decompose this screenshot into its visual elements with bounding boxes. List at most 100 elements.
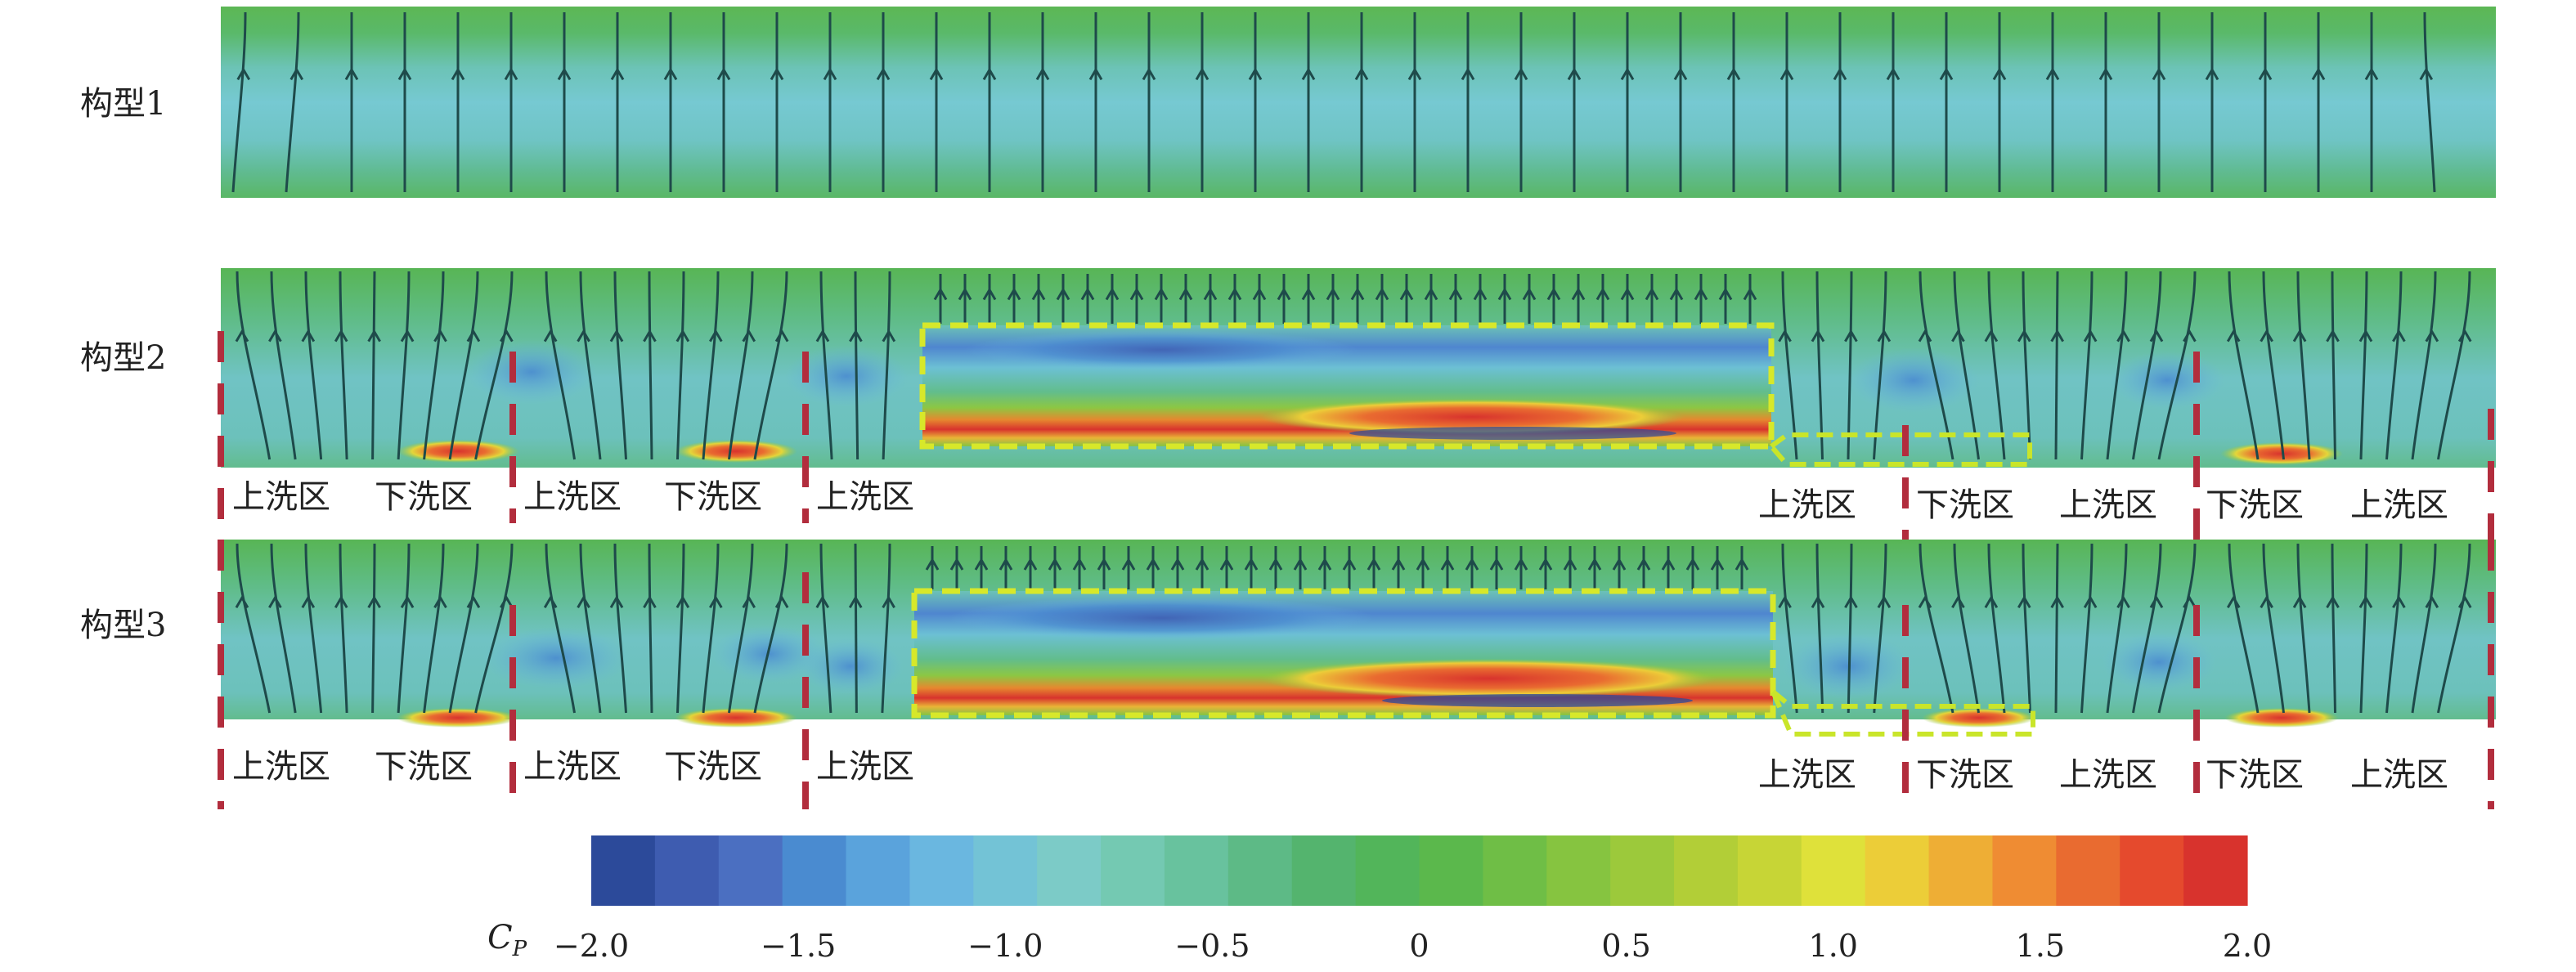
streamline — [2080, 543, 2094, 714]
streamline-arrow — [1007, 287, 1021, 301]
streamline-arrow — [1072, 557, 1087, 571]
streamline-arrow — [1514, 67, 1528, 81]
streamline-arrow — [933, 287, 948, 301]
streamline — [371, 271, 376, 460]
streamline-arrow — [268, 595, 282, 608]
streamline — [236, 271, 272, 460]
colorbar-tick-label: 0 — [1409, 928, 1429, 964]
streamline-arrow — [466, 595, 481, 608]
streamline-arrow — [2326, 595, 2340, 608]
colorbar-segment — [1674, 835, 1739, 906]
streamline-arrow — [500, 595, 514, 608]
streamline — [423, 543, 445, 714]
colorbar-segment — [1737, 835, 1802, 906]
streamline-arrow — [1673, 67, 1688, 81]
streamline-arrow — [1203, 287, 1218, 301]
streamline — [753, 543, 788, 714]
streamline — [2157, 543, 2197, 714]
streamline-arrow — [1048, 557, 1062, 571]
streamline-arrow — [1546, 287, 1561, 301]
zone-label: 上洗区 — [2059, 756, 2157, 794]
streamline-arrow — [543, 595, 558, 608]
streamline-arrow — [268, 329, 282, 343]
streamline-arrow — [1293, 557, 1308, 571]
streamline-arrow — [1301, 287, 1316, 301]
zone-label: 上洗区 — [2059, 486, 2157, 524]
streamline-arrow — [1984, 329, 1999, 343]
streamline — [676, 543, 685, 714]
streamline-arrow — [301, 329, 316, 343]
streamline-arrow — [1571, 287, 1586, 301]
colorbar-segment — [591, 835, 656, 906]
streamline-arrow — [1399, 287, 1414, 301]
streamline-arrow — [1886, 67, 1901, 81]
streamline-arrow — [1088, 67, 1103, 81]
streamline-arrow — [577, 595, 590, 608]
streamline-arrow — [2149, 595, 2164, 608]
zone-label: 上洗区 — [1758, 486, 1856, 524]
colorbar-segment — [909, 835, 974, 906]
streamline-arrow — [504, 67, 518, 81]
streamline-arrow — [2152, 67, 2166, 81]
streamline-arrow — [1778, 329, 1792, 343]
dividers-config-2 — [218, 331, 2494, 540]
streamline — [2359, 271, 2368, 460]
streamline-arrow — [1779, 67, 1794, 81]
streamline — [304, 271, 323, 460]
zone-label: 下洗区 — [2206, 486, 2304, 524]
streamline-arrow — [2149, 329, 2164, 343]
streamline-arrow — [1567, 67, 1582, 81]
streamline — [2106, 271, 2128, 460]
streamline-arrow — [643, 329, 657, 343]
streamline-arrow — [577, 329, 590, 343]
streamline-arrow — [2116, 329, 2130, 343]
streamline-arrow — [1354, 67, 1369, 81]
streamline-arrow — [2292, 329, 2307, 343]
streamline-arrow — [1811, 595, 1825, 608]
streamline — [2054, 271, 2059, 460]
streamline — [2296, 543, 2311, 714]
streamline-arrow — [2292, 595, 2307, 608]
zone-label: 上洗区 — [523, 478, 622, 516]
streamline — [1815, 271, 1824, 460]
streamline-arrow — [2098, 67, 2113, 81]
streamline-arrow — [742, 595, 756, 608]
streamline-arrow — [1743, 287, 1757, 301]
streamline-arrow — [1268, 557, 1283, 571]
colorbar-segment — [2183, 835, 2248, 906]
streamline — [1919, 271, 1954, 460]
colorbar-segment — [782, 835, 847, 906]
streamline-arrow — [823, 67, 837, 81]
streamline-arrow — [1844, 329, 1858, 343]
zone-label: 上洗区 — [523, 748, 622, 786]
zone-label: 上洗区 — [816, 478, 914, 516]
streamline — [231, 11, 247, 193]
streamline-arrow — [949, 557, 964, 571]
colorbar-segment — [1928, 835, 1994, 906]
streamline-arrow — [1939, 67, 1954, 81]
streamline-arrow — [1811, 329, 1825, 343]
colorbar-segment — [1037, 835, 1102, 906]
streamline-arrow — [236, 67, 251, 81]
streamline-arrow — [742, 329, 756, 343]
streamline — [1919, 543, 1954, 714]
streamline-arrow — [2226, 595, 2241, 608]
zone-label: 下洗区 — [375, 478, 473, 516]
streamline-arrow — [1685, 557, 1700, 571]
colorbar-segment — [1801, 835, 1866, 906]
streamline-arrow — [2183, 595, 2197, 608]
streamline — [339, 271, 348, 460]
streamline-arrow — [433, 329, 447, 343]
colorbar-segment — [1291, 835, 1357, 906]
streamline-arrow — [663, 67, 678, 81]
streamline — [1953, 271, 1980, 460]
streamline — [753, 271, 788, 460]
streamline-arrow — [2358, 595, 2373, 608]
streamline-arrow — [716, 67, 731, 81]
streamline — [236, 543, 272, 714]
streamline — [448, 543, 479, 714]
colorbar-segment — [1546, 835, 1611, 906]
streamline — [579, 271, 602, 460]
streamline-arrow — [1538, 557, 1553, 571]
streamline-arrow — [1154, 287, 1169, 301]
